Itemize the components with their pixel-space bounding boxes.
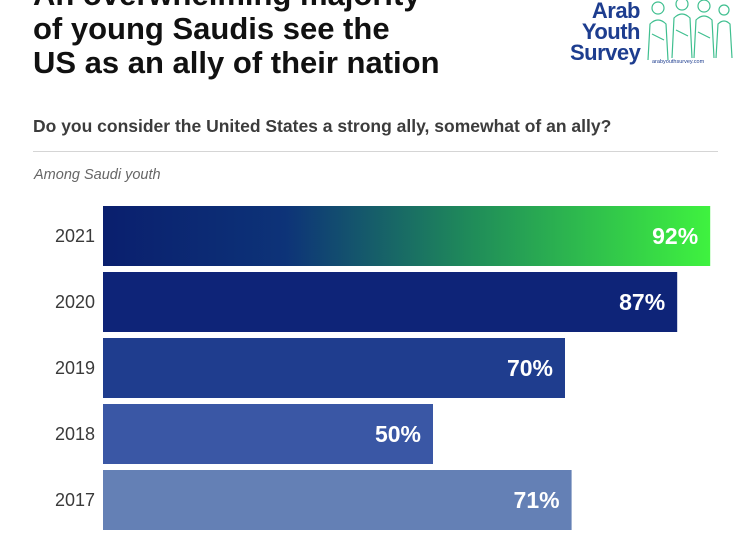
- value-label-2017: 71%: [514, 487, 560, 513]
- category-label-2019: 2019: [55, 358, 95, 378]
- group-of-people-illustration-icon: [647, 0, 733, 60]
- headline-line-1: An overwhelming majority: [33, 0, 553, 12]
- arab-youth-survey-logo: Arab Youth Survey arabyouthsurvey.com: [566, 0, 736, 72]
- logo-line-survey: Survey: [570, 40, 641, 65]
- category-label-2021: 2021: [55, 226, 95, 246]
- headline: An overwhelming majority of young Saudis…: [33, 0, 553, 80]
- value-label-2019: 70%: [507, 355, 553, 381]
- category-label-2018: 2018: [55, 424, 95, 444]
- logo-line-arab: Arab: [591, 0, 641, 23]
- survey-question: Do you consider the United States a stro…: [33, 116, 612, 136]
- bar-chart: 2021 92% 2020 87% 2019 70% 2018 50% 2017 71%: [55, 206, 711, 530]
- divider: [33, 151, 718, 152]
- value-label-2020: 87%: [619, 289, 665, 315]
- bar-2020: [103, 272, 678, 332]
- bar-2018: [103, 404, 433, 464]
- bar-2021: [103, 206, 711, 266]
- bar-2017: [103, 470, 572, 530]
- category-label-2020: 2020: [55, 292, 95, 312]
- value-label-2021: 92%: [652, 223, 698, 249]
- logo-url: arabyouthsurvey.com: [652, 59, 705, 65]
- chart-subtitle: Among Saudi youth: [34, 167, 161, 183]
- bar-2019: [103, 338, 565, 398]
- logo-line-youth: Youth: [581, 19, 641, 44]
- category-label-2017: 2017: [55, 490, 95, 510]
- headline-line-2: of young Saudis see the: [33, 11, 390, 46]
- headline-line-3: US as an ally of their nation: [33, 45, 440, 80]
- value-label-2018: 50%: [375, 421, 421, 447]
- logo-wordmark: Arab Youth Survey: [570, 0, 641, 65]
